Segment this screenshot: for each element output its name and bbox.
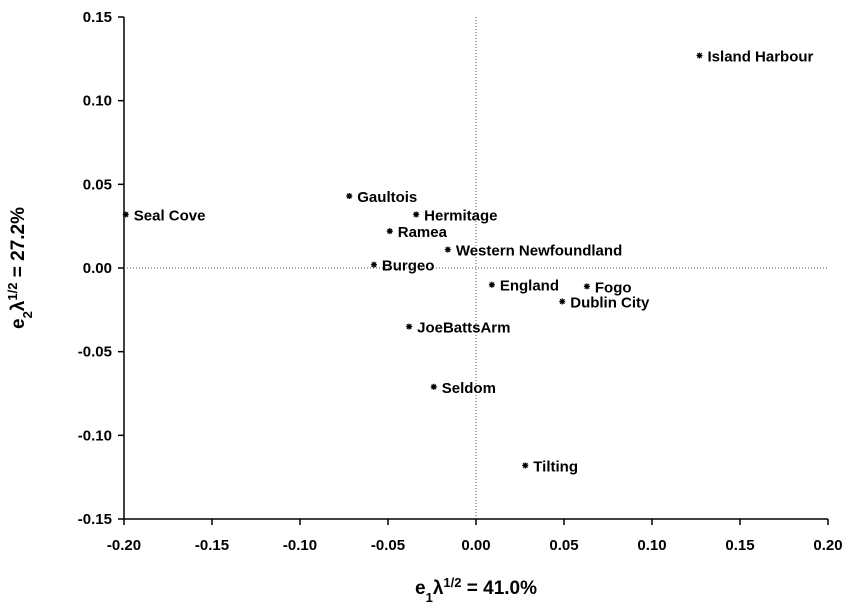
y-tick-label: -0.05 xyxy=(78,344,112,361)
axis-label-part: 1/2 xyxy=(443,575,461,590)
point-label: Ramea xyxy=(398,224,448,241)
axis-label-part: λ xyxy=(433,578,444,599)
axis-label-part: 1 xyxy=(426,590,433,605)
x-tick-label: 0.15 xyxy=(725,537,754,554)
x-tick-label: -0.05 xyxy=(371,537,405,554)
point xyxy=(444,246,451,253)
point xyxy=(386,228,393,235)
point-label: Dublin City xyxy=(570,294,650,311)
y-tick-label: 0.15 xyxy=(83,9,112,26)
axis-label-part: 2 xyxy=(20,311,35,318)
point xyxy=(122,211,129,218)
axis-label-part: e xyxy=(415,578,426,599)
y-tick-label: -0.15 xyxy=(78,511,112,528)
point-label: Burgeo xyxy=(382,258,435,275)
point-label: Gaultois xyxy=(357,189,417,206)
point xyxy=(488,281,495,288)
point-label: Seldom xyxy=(442,380,496,397)
y-tick-label: 0.10 xyxy=(83,93,112,110)
x-tick-label: 0.20 xyxy=(813,537,842,554)
point-label: Seal Cove xyxy=(134,207,206,224)
x-tick-label: -0.20 xyxy=(107,537,141,554)
axis-label-part: e xyxy=(8,318,29,329)
x-tick-label: -0.10 xyxy=(283,537,317,554)
point-label: England xyxy=(500,278,559,295)
y-tick-label: -0.10 xyxy=(78,427,112,444)
point xyxy=(559,298,566,305)
axis-label-part: 1/2 xyxy=(5,283,20,301)
point xyxy=(413,211,420,218)
x-tick-label: 0.10 xyxy=(637,537,666,554)
x-tick-label: 0.00 xyxy=(461,537,490,554)
axis-label-part: λ xyxy=(8,300,29,311)
point-label: Fogo xyxy=(595,279,632,296)
point-label: Hermitage xyxy=(424,207,497,224)
point xyxy=(370,261,377,268)
x-tick-label: -0.15 xyxy=(195,537,229,554)
point xyxy=(696,52,703,59)
axis-label-part: = 27.2% xyxy=(8,207,29,283)
y-axis-label: e2λ1/2 = 27.2% xyxy=(5,207,35,329)
point xyxy=(346,193,353,200)
point xyxy=(406,323,413,330)
point xyxy=(522,462,529,469)
point xyxy=(583,283,590,290)
x-axis-label: e1λ1/2 = 41.0% xyxy=(415,575,537,605)
point-label: Tilting xyxy=(533,458,578,475)
point-label: JoeBattsArm xyxy=(417,320,510,337)
point xyxy=(430,383,437,390)
point-label: Western Newfoundland xyxy=(456,243,622,260)
y-tick-label: 0.05 xyxy=(83,176,112,193)
axis-label-part: = 41.0% xyxy=(461,578,537,599)
y-tick-label: 0.00 xyxy=(83,260,112,277)
x-tick-label: 0.05 xyxy=(549,537,578,554)
point-label: Island Harbour xyxy=(708,48,814,65)
